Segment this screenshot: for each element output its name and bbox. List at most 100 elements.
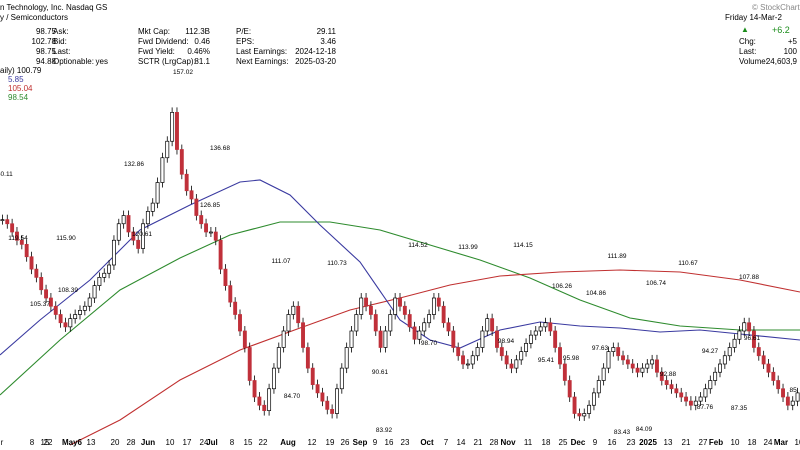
candle-down	[509, 363, 514, 369]
x-tick-label: 22	[44, 438, 53, 447]
candle-down	[320, 392, 325, 402]
price-label: 83.92	[376, 427, 393, 434]
change-value: +6.2	[772, 25, 790, 35]
legend-entry: aily) 100.79	[0, 66, 42, 75]
price-label: 113.99	[458, 244, 478, 251]
candle-up	[111, 239, 116, 266]
field-value: 29.11	[316, 27, 336, 36]
candle-down	[441, 305, 446, 324]
candle-down	[218, 239, 223, 270]
candle-up	[480, 330, 485, 348]
price-label: 114.52	[408, 242, 428, 249]
x-tick-label: 18	[542, 438, 551, 447]
candle-up	[645, 363, 650, 369]
price-label: 84.09	[636, 426, 653, 433]
candle-down	[688, 400, 693, 406]
field-label: Fwd Yield:	[138, 47, 175, 56]
col4-row: Next Earnings: 2025-03-20	[236, 57, 336, 66]
candle-up	[68, 318, 73, 328]
field-label: Last:	[739, 47, 757, 56]
field-label: Chg:	[739, 37, 756, 46]
field-label: EPS:	[236, 37, 255, 46]
candle-up	[107, 264, 112, 274]
candle-up	[349, 330, 354, 348]
candle-down	[446, 322, 451, 332]
candle-down	[558, 347, 562, 365]
candle-down	[296, 305, 301, 324]
x-tick-label: 11	[524, 438, 533, 447]
field-value: 0.46	[194, 37, 210, 46]
field-value: 94.88	[35, 57, 56, 66]
candle-down	[436, 297, 441, 307]
candle-up	[514, 359, 519, 369]
x-tick-label: 23	[627, 438, 636, 447]
price-label: 110.73	[327, 260, 347, 267]
candle-down	[378, 330, 383, 348]
x-tick-label: 28	[490, 438, 499, 447]
price-label: 96.61	[744, 335, 761, 342]
x-tick-label: 21	[474, 438, 483, 447]
candle-up	[0, 219, 5, 221]
price-label: 157.02	[173, 69, 193, 76]
candle-up	[82, 305, 87, 311]
price-label: 85.	[789, 387, 798, 394]
candle-down	[684, 396, 689, 402]
candle-up	[790, 400, 795, 406]
candle-down	[15, 231, 19, 241]
candle-down	[213, 231, 218, 241]
x-tick-label: May6	[62, 438, 83, 447]
field-label: Last:	[53, 47, 71, 56]
x-tick-label: Dec	[571, 438, 586, 447]
x-tick-label: 10	[166, 438, 175, 447]
candle-down	[771, 371, 776, 381]
candle-down	[625, 359, 630, 365]
candle-down	[495, 330, 499, 348]
candle-up	[393, 297, 398, 315]
candle-up	[102, 272, 107, 278]
candle-down	[364, 297, 369, 307]
col3-row: Fwd Yield: 0.46%	[138, 47, 210, 56]
candle-down	[184, 173, 189, 192]
candle-up	[543, 322, 548, 328]
field-label: Bid:	[53, 37, 67, 46]
candle-up	[276, 347, 281, 369]
price-label: 119.54	[8, 235, 28, 242]
price-label: 92.88	[660, 371, 677, 378]
candle-up	[145, 211, 150, 225]
candle-up	[475, 347, 480, 357]
candle-up	[155, 182, 160, 204]
x-tick-label: Sep	[353, 438, 368, 447]
candle-up	[693, 400, 698, 406]
field-label: Volume:	[739, 57, 768, 66]
price-label: 114.15	[513, 242, 533, 249]
candle-down	[659, 371, 664, 381]
ma-red-line	[69, 269, 800, 446]
x-tick-label: 17	[183, 438, 192, 447]
candle-up	[582, 413, 587, 417]
candle-up	[485, 318, 490, 332]
candle-up	[591, 392, 596, 406]
candle-up	[291, 305, 296, 315]
candle-up	[606, 351, 611, 369]
price-label: 94.27	[702, 348, 719, 355]
field-label: Fwd Dividend:	[138, 37, 189, 46]
field-value: 0.46%	[187, 47, 210, 56]
candle-down	[747, 322, 752, 332]
x-tick-label: Aug	[280, 438, 296, 447]
candle-up	[427, 314, 432, 324]
x-tick-label: 20	[111, 438, 120, 447]
candle-up	[718, 363, 722, 373]
x-tick-label: 15	[244, 438, 253, 447]
candle-up	[727, 347, 732, 357]
candle-up	[335, 388, 339, 414]
candle-down	[572, 396, 577, 414]
candle-down	[756, 347, 761, 357]
candle-down	[247, 347, 252, 381]
col2-row: Ask:	[53, 27, 108, 36]
col3-row: Mkt Cap: 112.3B	[138, 27, 210, 36]
x-tick-label: 12	[308, 438, 317, 447]
candle-down	[373, 314, 378, 332]
chart-subtitle: y / Semiconductors	[0, 13, 69, 22]
candle-down	[44, 289, 49, 299]
price-label: 136.68	[210, 145, 230, 152]
